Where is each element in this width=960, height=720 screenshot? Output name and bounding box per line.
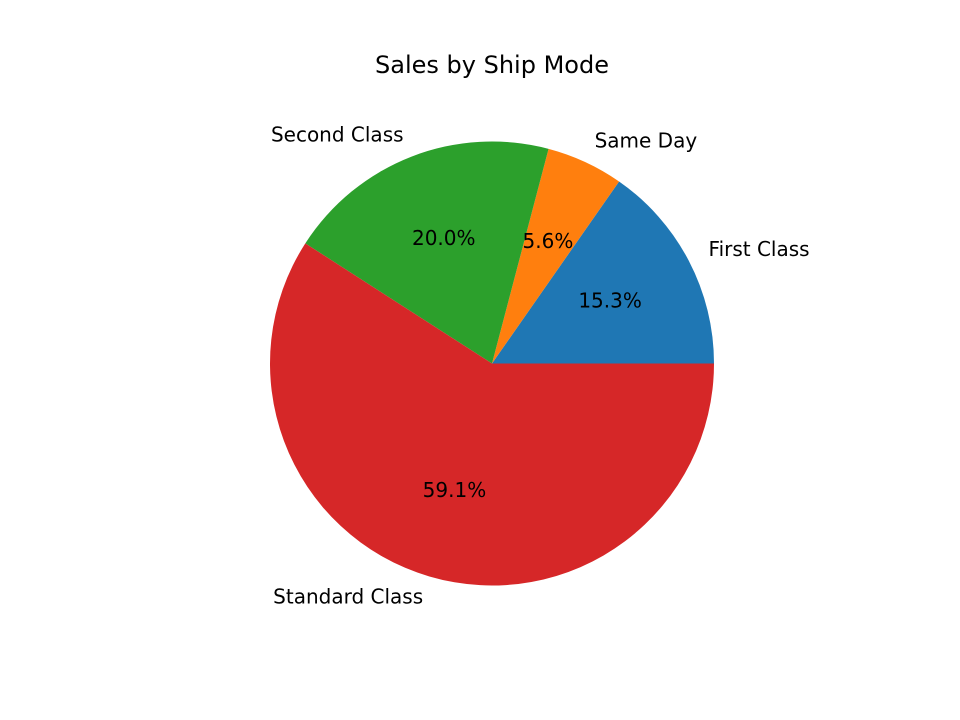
slice-label-first-class: First Class xyxy=(709,237,810,261)
pie-slice-second-class xyxy=(305,141,549,364)
pct-label-first-class: 15.3% xyxy=(578,288,642,312)
chart-title: Sales by Ship Mode xyxy=(375,51,609,79)
slice-label-standard-class: Standard Class xyxy=(273,584,423,608)
pie-slice-same-day xyxy=(492,148,620,364)
pct-label-second-class: 20.0% xyxy=(412,226,476,250)
pct-label-standard-class: 59.1% xyxy=(423,478,487,502)
pie-slices xyxy=(270,141,714,586)
slice-label-second-class: Second Class xyxy=(271,122,404,146)
pct-label-same-day: 5.6% xyxy=(523,229,574,253)
pie-slice-first-class xyxy=(492,181,714,364)
slice-label-same-day: Same Day xyxy=(595,128,698,152)
pie-labels: First Class 15.3% Same Day 5.6% Second Class… xyxy=(271,122,810,608)
pie-slice-standard-class xyxy=(270,243,714,586)
